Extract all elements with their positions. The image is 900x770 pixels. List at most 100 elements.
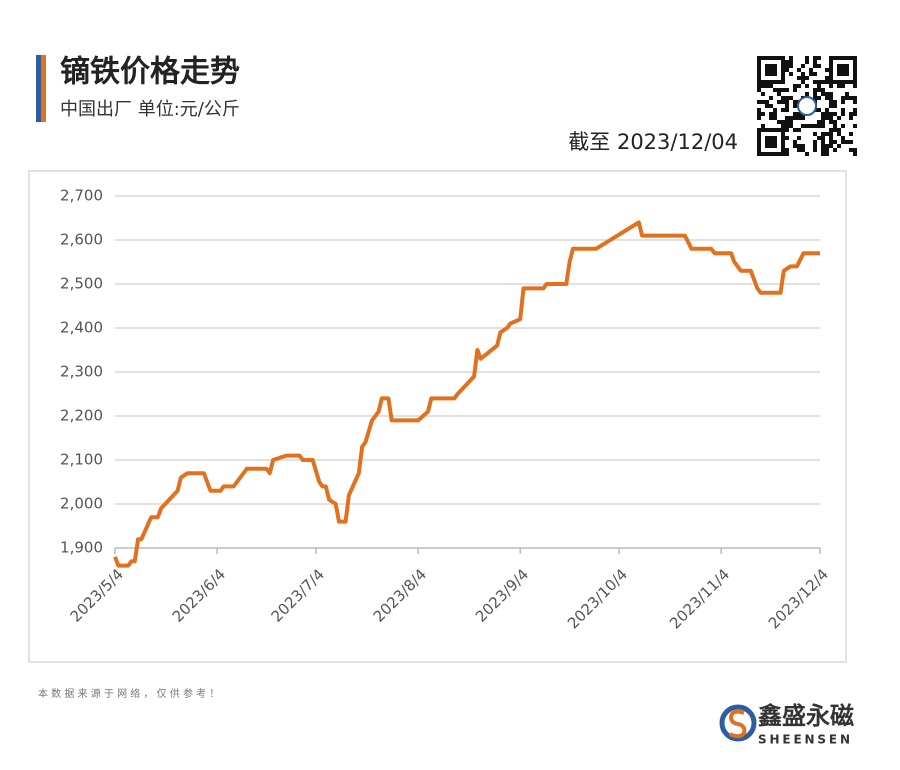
qr-cell (781, 60, 785, 64)
qr-cell (849, 96, 853, 100)
qr-cell (757, 76, 761, 80)
qr-cell (829, 128, 833, 132)
qr-code (757, 56, 857, 156)
qr-cell (833, 120, 837, 124)
qr-cell (781, 108, 785, 112)
qr-cell (841, 68, 845, 72)
qr-cell (765, 80, 769, 84)
qr-cell (781, 72, 785, 76)
qr-cell (785, 104, 789, 108)
qr-cell (813, 60, 817, 64)
y-tick-label: 2,400 (60, 319, 103, 337)
qr-cell (841, 56, 845, 60)
qr-cell (781, 152, 785, 156)
qr-cell (853, 84, 857, 88)
qr-cell (829, 96, 833, 100)
qr-cell (853, 96, 857, 100)
qr-cell (773, 80, 777, 84)
qr-cell (785, 116, 789, 120)
qr-cell (817, 136, 821, 140)
qr-cell (769, 144, 773, 148)
qr-cell (769, 140, 773, 144)
qr-cell (845, 80, 849, 84)
qr-cell (789, 60, 793, 64)
qr-cell (813, 72, 817, 76)
date-note: 截至 2023/12/04 (568, 130, 738, 154)
qr-cell (833, 112, 837, 116)
qr-cell (837, 64, 841, 68)
qr-cell (789, 124, 793, 128)
qr-cell (765, 128, 769, 132)
qr-cell (765, 64, 769, 68)
qr-cell (805, 76, 809, 80)
qr-cell (765, 84, 769, 88)
qr-cell (781, 148, 785, 152)
qr-cell (801, 124, 805, 128)
qr-cell (833, 128, 837, 132)
qr-cell (769, 104, 773, 108)
y-tick-label: 2,500 (60, 275, 103, 293)
qr-cell (781, 144, 785, 148)
qr-cell (797, 128, 801, 132)
x-tick-label: 2023/5/4 (67, 565, 127, 625)
qr-cell (781, 128, 785, 132)
qr-cell (789, 64, 793, 68)
qr-cell (785, 60, 789, 64)
qr-cell (793, 100, 797, 104)
qr-cell (773, 56, 777, 60)
qr-cell (761, 56, 765, 60)
qr-cell (769, 72, 773, 76)
qr-cell (849, 112, 853, 116)
qr-cell (781, 88, 785, 92)
qr-cell (849, 56, 853, 60)
qr-cell (801, 72, 805, 76)
qr-cell (769, 56, 773, 60)
qr-cell (797, 148, 801, 152)
qr-cell (801, 148, 805, 152)
qr-cell (829, 60, 833, 64)
qr-cell (853, 108, 857, 112)
qr-cell (757, 132, 761, 136)
qr-cell (761, 80, 765, 84)
qr-cell (825, 148, 829, 152)
qr-cell (769, 136, 773, 140)
qr-cell (789, 56, 793, 60)
qr-cell (797, 136, 801, 140)
y-tick-label: 2,300 (60, 363, 103, 381)
qr-cell (757, 152, 761, 156)
qr-cell (797, 116, 801, 120)
qr-cell (829, 144, 833, 148)
qr-cell (761, 112, 765, 116)
chart-frame (28, 170, 847, 663)
qr-cell (841, 96, 845, 100)
qr-cell (845, 64, 849, 68)
qr-cell (833, 148, 837, 152)
qr-cell (797, 68, 801, 72)
qr-cell (829, 92, 833, 96)
qr-cell (841, 108, 845, 112)
accent-bar (36, 55, 41, 122)
qr-cell (769, 112, 773, 116)
qr-cell (825, 80, 829, 84)
qr-cell (817, 124, 821, 128)
price-line (113, 220, 820, 568)
qr-cell (829, 72, 833, 76)
qr-cell (773, 108, 777, 112)
qr-cell (853, 60, 857, 64)
qr-cell (761, 92, 765, 96)
qr-cell (853, 64, 857, 68)
qr-cell (817, 108, 821, 112)
qr-cell (821, 148, 825, 152)
qr-cell (789, 96, 793, 100)
qr-cell (853, 68, 857, 72)
source-note: 本 数 据 来 源 于 网 络 ， 仅 供 参 考 ！ (38, 687, 219, 700)
qr-cell (801, 144, 805, 148)
qr-cell (757, 116, 761, 120)
qr-cell (853, 76, 857, 80)
qr-cell (785, 128, 789, 132)
qr-cell (833, 104, 837, 108)
qr-cell (789, 120, 793, 124)
qr-cell (837, 128, 841, 132)
qr-cell (785, 100, 789, 104)
x-tick-label: 2023/12/4 (765, 565, 832, 632)
